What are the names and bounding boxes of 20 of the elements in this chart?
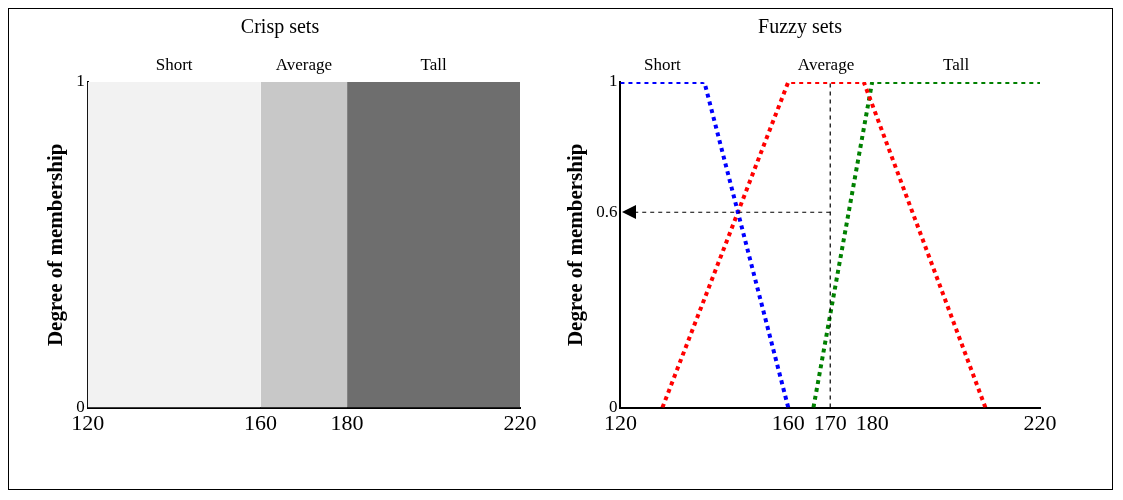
y-tick-label: 1 [608,71,618,91]
y-tick-label: 0.6 [596,201,618,221]
y-tick-label: 1 [76,71,85,91]
y-axis-title: Degree of membership [43,143,68,347]
series-label: Average [797,54,855,74]
chart-title: Crisp sets [240,15,320,39]
series-label: Tall [942,54,970,74]
x-tick-label: 170 [813,409,847,435]
x-tick-label: 180 [855,409,889,435]
series-label: Short [643,54,682,74]
series-label: Tall [420,54,447,74]
x-tick-label: 220 [503,409,537,435]
y-axis-title: Degree of membership [563,143,588,347]
x-tick-label: 180 [330,409,364,435]
x-tick-label: 160 [771,409,805,435]
x-tick-label: 160 [244,409,278,435]
chart-title: Fuzzy sets [758,15,843,39]
series-label: Short [155,54,193,74]
x-tick-label: 220 [1023,409,1057,435]
series-label: Average [275,54,333,74]
